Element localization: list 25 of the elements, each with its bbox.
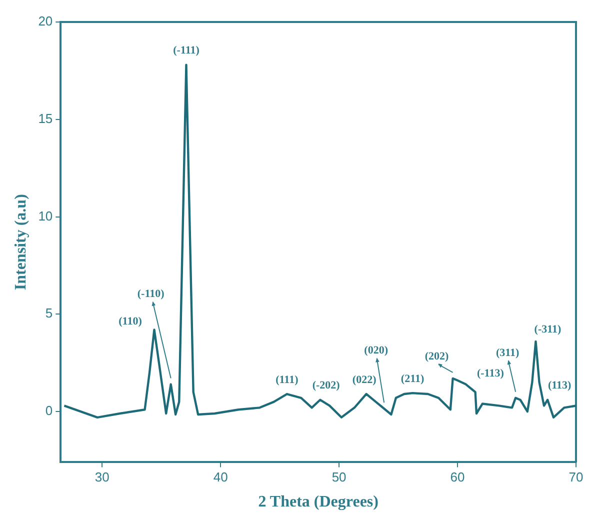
x-tick-label: 40 (213, 470, 228, 485)
annotation: (-113) (476, 368, 504, 380)
x-tick-label: 50 (332, 470, 346, 485)
y-tick-label: 20 (38, 14, 53, 29)
annotation: (022) (352, 374, 377, 386)
x-tick-label: 30 (94, 470, 110, 485)
annotation: (110) (118, 316, 142, 328)
y-tick-label: 5 (45, 306, 53, 321)
annotation: (111) (276, 374, 299, 386)
y-tick-label: 10 (38, 208, 53, 224)
y-tick-label: 0 (45, 403, 53, 418)
annotation: (-202) (312, 380, 340, 392)
annotation: (-111) (173, 44, 200, 57)
annotation: (-311) (534, 323, 562, 336)
y-tick-label: 15 (38, 110, 53, 126)
annotation: (202) (424, 350, 450, 362)
annotation: (211) (400, 372, 424, 385)
annotation: (-110) (137, 288, 165, 300)
annotation: (020) (364, 344, 388, 356)
x-tick-label: 60 (450, 470, 465, 485)
x-tick-label: 70 (568, 470, 584, 485)
annotation: (113) (548, 380, 572, 392)
annotation: (311) (496, 346, 520, 359)
x-axis-title: 2 Theta (Degrees) (258, 494, 378, 511)
y-axis-title: Intensity (a.u) (12, 194, 30, 290)
